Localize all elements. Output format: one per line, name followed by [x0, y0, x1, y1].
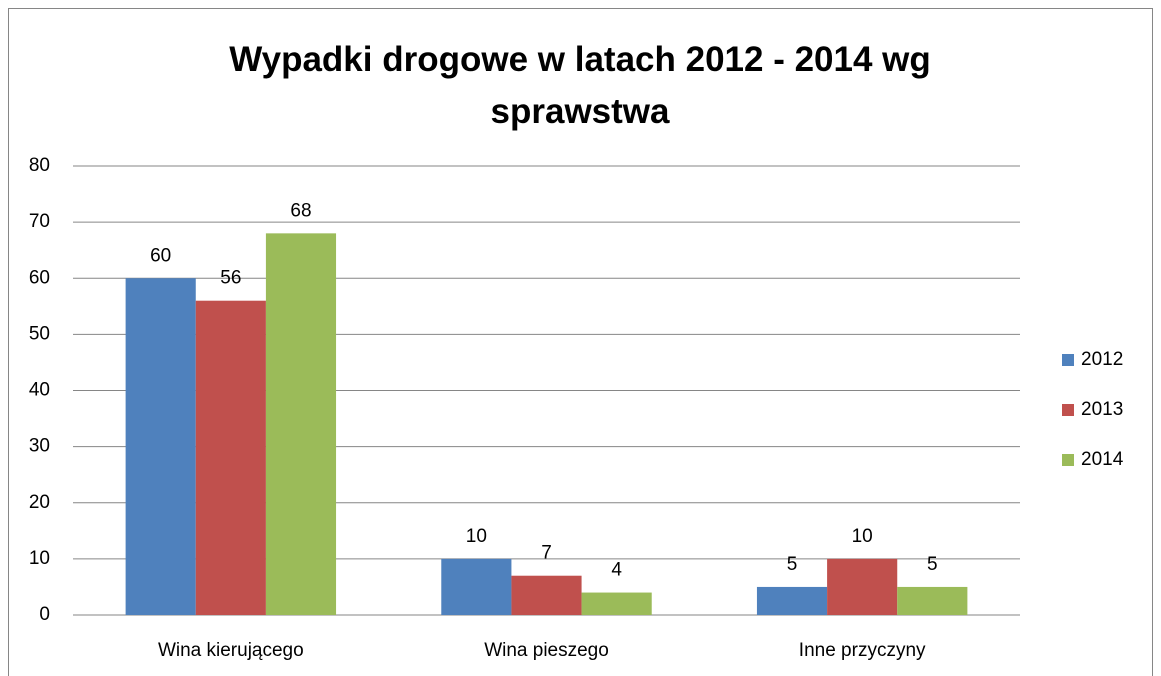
bar — [441, 558, 512, 615]
x-tick-label: Wina kierującego — [158, 640, 304, 661]
x-tick-label: Inne przyczyny — [799, 640, 926, 661]
bar — [195, 300, 266, 615]
bar — [265, 233, 337, 615]
data-label: 60 — [150, 245, 171, 266]
legend-swatch — [1062, 354, 1074, 366]
y-tick-label: 20 — [29, 492, 50, 513]
data-label: 5 — [927, 554, 938, 575]
data-label: 10 — [466, 526, 487, 547]
bar — [125, 278, 196, 615]
data-label: 5 — [787, 554, 798, 575]
legend-swatch — [1062, 454, 1074, 466]
y-tick-label: 0 — [39, 604, 50, 625]
data-label: 68 — [290, 200, 311, 221]
legend-label: 2013 — [1081, 399, 1123, 420]
y-tick-label: 10 — [29, 548, 50, 569]
data-label: 10 — [852, 526, 873, 547]
y-tick-label: 70 — [29, 211, 50, 232]
legend-label: 2012 — [1081, 349, 1123, 370]
data-label: 4 — [611, 560, 622, 581]
chart-border — [8, 8, 1153, 676]
bar — [511, 575, 582, 615]
bar — [756, 586, 828, 615]
legend-label: 2014 — [1081, 449, 1124, 470]
bar — [581, 592, 652, 615]
bar — [827, 558, 898, 615]
chart-title: Wypadki drogowe w latach 2012 - 2014 wg … — [229, 40, 931, 131]
x-tick-label: Wina pieszego — [484, 640, 609, 661]
y-tick-label: 50 — [29, 323, 50, 344]
data-label: 7 — [541, 543, 552, 564]
y-tick-label: 30 — [29, 436, 50, 457]
legend-swatch — [1062, 404, 1074, 416]
y-tick-label: 60 — [29, 267, 50, 288]
data-label: 56 — [220, 268, 241, 289]
y-tick-label: 40 — [29, 380, 50, 401]
y-tick-label: 80 — [29, 155, 50, 176]
bar — [897, 586, 968, 615]
